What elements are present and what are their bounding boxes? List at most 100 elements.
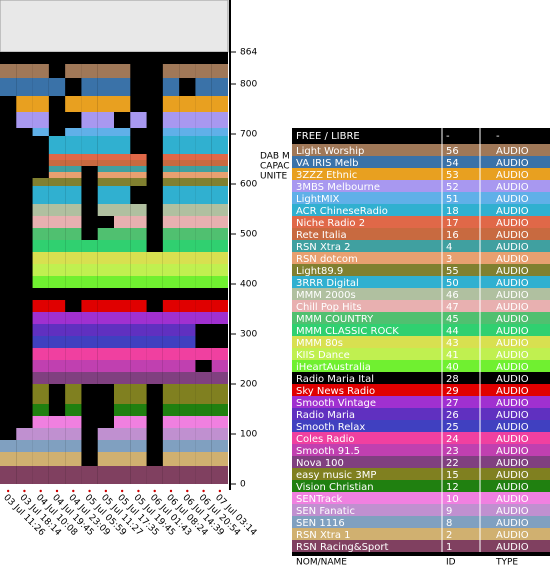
capacity-segment (81, 128, 98, 136)
service-type: AUDIO (496, 518, 529, 529)
service-type: AUDIO (496, 218, 529, 229)
capacity-segment (48, 178, 66, 186)
capacity-segment (211, 136, 228, 154)
capacity-segment (162, 360, 180, 372)
y-tick-label: 300 (240, 330, 257, 340)
capacity-segment (97, 324, 114, 336)
capacity-segment (114, 336, 131, 348)
capacity-segment (195, 216, 212, 228)
capacity-segment (211, 204, 228, 216)
capacity-segment (114, 276, 131, 288)
service-type: AUDIO (496, 326, 529, 337)
service-type: AUDIO (496, 194, 529, 205)
capacity-segment (114, 240, 131, 252)
capacity-segment (48, 204, 66, 216)
capacity-segment (16, 466, 33, 484)
x-tick-dot (39, 489, 42, 493)
y-tick-label: 600 (240, 180, 257, 190)
service-name: MMM COUNTRY (296, 314, 374, 325)
capacity-segment (162, 172, 180, 178)
capacity-segment (32, 178, 49, 186)
capacity-segment (97, 288, 114, 300)
capacity-segment (179, 416, 196, 428)
capacity-segment (0, 64, 17, 78)
capacity-segment (65, 416, 82, 428)
capacity-segment (211, 228, 228, 240)
capacity-segment (179, 128, 196, 136)
table-row (292, 252, 550, 264)
capacity-segment (211, 96, 228, 112)
capacity-segment (48, 264, 66, 276)
capacity-segment (114, 416, 131, 428)
capacity-segment (32, 336, 49, 348)
capacity-segment (48, 466, 66, 484)
capacity-segment (179, 112, 196, 128)
capacity-segment (179, 160, 196, 166)
x-tick-dot (218, 489, 222, 493)
capacity-segment (97, 160, 114, 166)
service-name: Nova 100 (296, 458, 344, 469)
capacity-segment (195, 240, 212, 252)
service-name: MMM 80s (296, 338, 343, 349)
capacity-segment (81, 112, 98, 128)
capacity-segment (48, 348, 66, 360)
service-type: AUDIO (496, 338, 529, 349)
x-tick-dot (153, 489, 156, 493)
capacity-segment (130, 452, 147, 466)
table-row (292, 540, 550, 552)
service-id: 8 (446, 518, 452, 529)
capacity-segment (32, 264, 49, 276)
x-tick-dot (169, 489, 173, 493)
capacity-segment (32, 64, 49, 78)
capacity-segment (162, 112, 180, 128)
capacity-segment (32, 372, 49, 384)
capacity-segment (195, 288, 212, 300)
capacity-segment (195, 78, 212, 96)
capacity-segment (179, 172, 196, 178)
capacity-segment (162, 404, 180, 416)
capacity-segment (48, 312, 66, 324)
capacity-segment (97, 128, 114, 136)
capacity-segment (211, 348, 228, 360)
capacity-segment (114, 324, 131, 336)
service-type: AUDIO (496, 170, 529, 181)
y-tick-label: 700 (240, 130, 257, 140)
capacity-segment (130, 240, 147, 252)
y-tick-label: 400 (240, 280, 257, 290)
capacity-segment (211, 288, 228, 300)
capacity-segment (130, 154, 147, 160)
capacity-segment (162, 78, 180, 96)
table-row (292, 456, 550, 468)
service-id: 41 (446, 350, 459, 361)
capacity-segment (48, 240, 66, 252)
capacity-segment (81, 78, 98, 96)
capacity-segment (114, 264, 131, 276)
capacity-segment (179, 204, 196, 216)
service-name: ACR ChineseRadio (296, 206, 388, 217)
table-row (292, 384, 550, 396)
service-id: 10 (446, 494, 459, 505)
service-name: Coles Radio (296, 434, 355, 445)
service-id: 52 (446, 182, 459, 193)
capacity-segment (179, 186, 196, 204)
service-name: LightMIX (296, 194, 340, 205)
capacity-segment (16, 78, 33, 96)
capacity-segment (48, 276, 66, 288)
capacity-segment (195, 136, 212, 154)
table-row (292, 156, 550, 168)
capacity-segment (48, 428, 66, 440)
table-header: - (496, 131, 500, 142)
capacity-segment (16, 440, 33, 452)
service-type: AUDIO (496, 254, 529, 265)
table-header: - (446, 131, 450, 142)
capacity-segment (114, 172, 131, 178)
capacity-segment (48, 416, 66, 428)
capacity-segment (114, 64, 131, 78)
capacity-segment (48, 252, 66, 264)
capacity-segment (162, 252, 180, 264)
capacity-segment (179, 288, 196, 300)
capacity-segment (162, 204, 180, 216)
y-tick-label: 500 (240, 230, 257, 240)
capacity-segment (81, 336, 98, 348)
